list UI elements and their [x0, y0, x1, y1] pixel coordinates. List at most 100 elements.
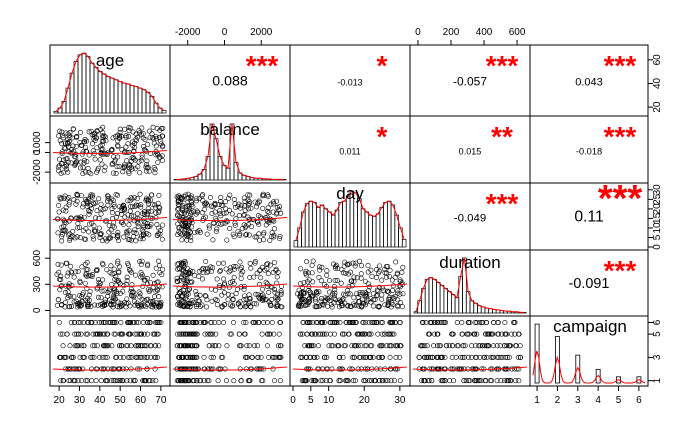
- data-point: [78, 159, 84, 165]
- data-point: [194, 294, 200, 300]
- data-point: [237, 259, 243, 265]
- data-point: [476, 378, 482, 384]
- data-point: [220, 221, 226, 227]
- data-point: [99, 319, 105, 325]
- data-point: [517, 354, 523, 360]
- density-curve: [415, 257, 525, 313]
- data-point: [506, 354, 512, 360]
- data-point: [382, 266, 388, 272]
- histogram-bar: [432, 278, 437, 314]
- data-point: [184, 233, 190, 239]
- data-point: [265, 208, 271, 214]
- data-point: [264, 261, 270, 267]
- data-point: [110, 233, 116, 239]
- data-point: [330, 291, 336, 297]
- data-point: [125, 141, 131, 147]
- data-point: [370, 354, 376, 360]
- data-point: [395, 290, 401, 296]
- data-point: [343, 378, 349, 384]
- data-point: [104, 152, 110, 158]
- data-point: [144, 211, 150, 217]
- data-point: [105, 331, 111, 337]
- data-point: [157, 301, 163, 307]
- data-point: [366, 354, 372, 360]
- data-point: [179, 378, 185, 384]
- data-point: [208, 268, 214, 274]
- data-point: [82, 280, 88, 286]
- data-point: [138, 331, 144, 337]
- histogram-bar: [97, 71, 103, 114]
- data-point: [512, 319, 518, 325]
- data-point: [123, 144, 129, 150]
- histogram-bar: [386, 200, 392, 248]
- data-point: [248, 265, 254, 271]
- data-point: [309, 378, 315, 384]
- data-point: [331, 300, 337, 306]
- data-point: [91, 236, 97, 242]
- data-point: [92, 215, 98, 221]
- data-point: [301, 290, 307, 296]
- data-point: [188, 234, 194, 240]
- data-point: [203, 304, 209, 310]
- data-point: [96, 196, 102, 202]
- data-point: [142, 220, 148, 226]
- data-point: [109, 281, 115, 287]
- data-point: [73, 143, 79, 149]
- histogram-bar: [105, 76, 111, 114]
- tick-label: 20: [359, 395, 371, 406]
- data-point: [416, 354, 422, 360]
- data-point: [224, 237, 230, 243]
- data-point: [132, 227, 138, 233]
- data-point: [296, 301, 302, 307]
- tick-label: 70: [155, 395, 167, 406]
- significance-stars: ***: [604, 255, 637, 286]
- correlation-value: 0.11: [574, 209, 603, 226]
- histogram-bar: [636, 376, 642, 384]
- data-point: [200, 192, 206, 198]
- data-point: [382, 378, 388, 384]
- data-point: [98, 231, 104, 237]
- data-point: [306, 277, 312, 283]
- data-point: [136, 159, 142, 165]
- data-point: [188, 198, 194, 204]
- data-point: [117, 264, 123, 270]
- data-point: [85, 331, 91, 337]
- data-point: [439, 354, 445, 360]
- data-point: [92, 156, 98, 162]
- data-point: [503, 331, 509, 337]
- data-point: [316, 289, 322, 295]
- data-point: [88, 319, 94, 325]
- data-point: [102, 206, 108, 212]
- data-point: [200, 276, 206, 282]
- data-point: [241, 195, 247, 201]
- data-point: [78, 142, 84, 148]
- data-point: [481, 366, 487, 372]
- histogram-bar: [439, 285, 445, 314]
- data-point: [206, 225, 212, 231]
- data-point: [139, 152, 145, 158]
- data-point: [124, 274, 130, 280]
- data-point: [105, 193, 111, 199]
- data-point: [426, 331, 432, 337]
- data-point: [102, 236, 108, 242]
- data-point: [113, 274, 119, 280]
- data-point: [429, 378, 435, 384]
- data-point: [67, 378, 73, 384]
- data-point: [109, 210, 115, 216]
- data-point: [427, 354, 433, 360]
- data-point: [295, 302, 301, 308]
- data-point: [265, 194, 271, 200]
- data-point: [312, 296, 318, 302]
- data-point: [454, 319, 460, 325]
- data-point: [359, 263, 365, 269]
- data-point: [341, 263, 347, 269]
- data-point: [386, 331, 392, 337]
- data-point: [324, 295, 330, 301]
- data-point: [187, 303, 193, 309]
- histogram-bar: [73, 61, 79, 114]
- data-point: [155, 319, 161, 325]
- data-point: [221, 210, 227, 216]
- data-point: [231, 274, 237, 280]
- data-point: [94, 366, 100, 372]
- data-point: [154, 221, 160, 227]
